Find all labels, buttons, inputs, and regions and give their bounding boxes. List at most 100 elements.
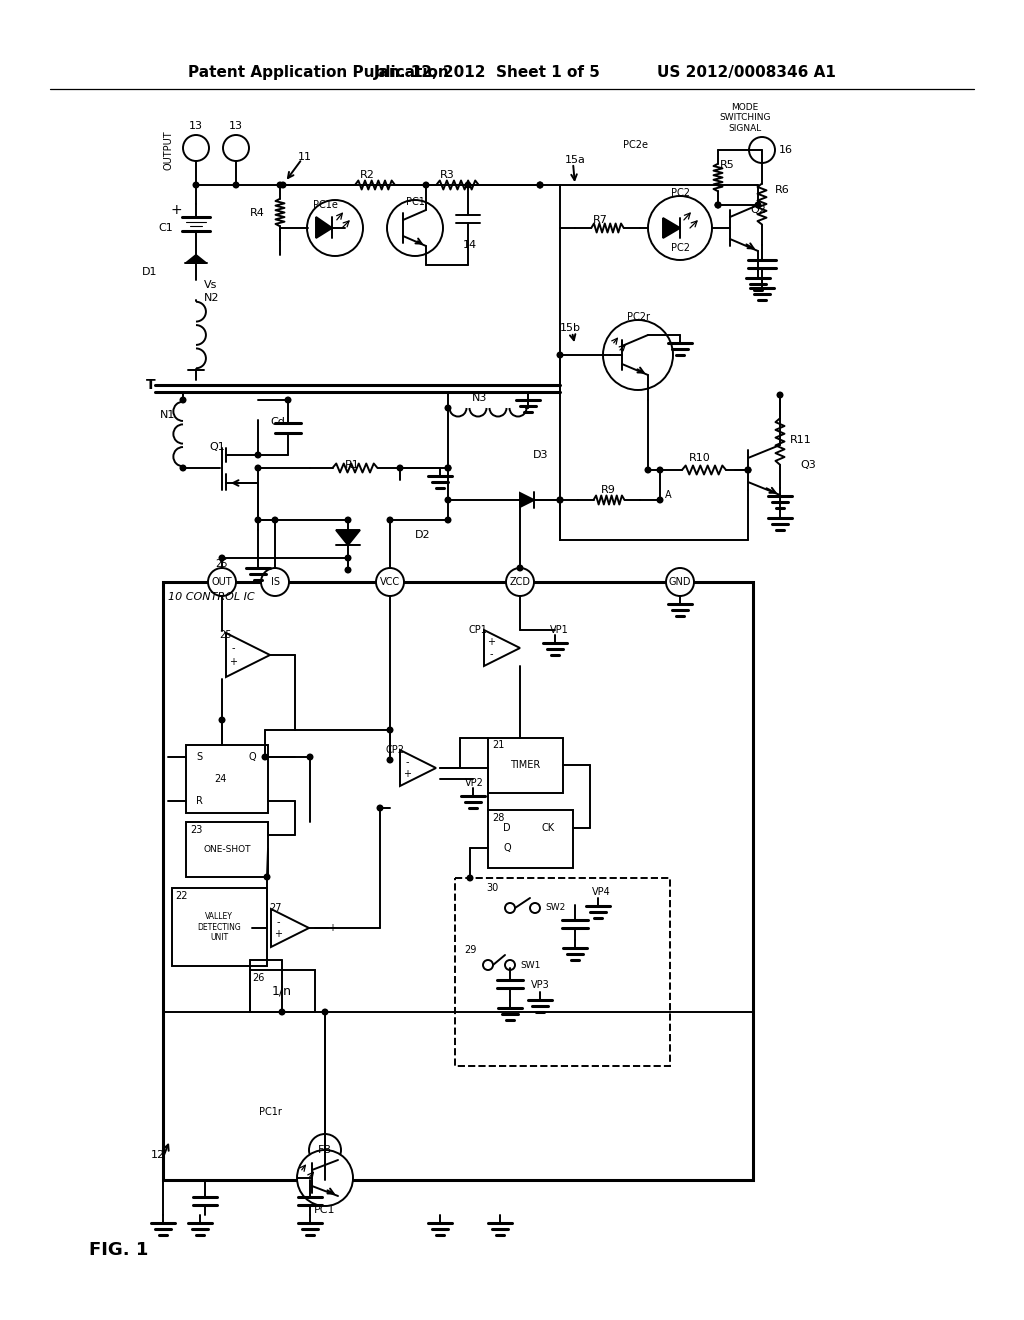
Text: C1: C1 — [159, 223, 173, 234]
Polygon shape — [663, 218, 680, 238]
Text: VP4: VP4 — [592, 887, 610, 898]
Bar — [455, 878, 670, 1067]
Text: 25: 25 — [216, 558, 228, 569]
Text: CK: CK — [542, 822, 555, 833]
Text: Q: Q — [503, 843, 511, 853]
Text: D3: D3 — [534, 450, 549, 459]
Text: VCC: VCC — [380, 577, 400, 587]
Text: PC1r: PC1r — [259, 1107, 282, 1117]
Bar — [186, 822, 268, 876]
Text: PC1: PC1 — [314, 1205, 336, 1214]
Circle shape — [505, 960, 515, 970]
Bar — [163, 582, 753, 1180]
Text: Q3: Q3 — [800, 459, 816, 470]
Text: T: T — [145, 378, 155, 392]
Circle shape — [656, 466, 664, 474]
Bar — [250, 970, 315, 1012]
Circle shape — [537, 181, 544, 189]
Circle shape — [322, 1008, 329, 1015]
Circle shape — [280, 181, 287, 189]
Text: 15a: 15a — [565, 154, 586, 165]
Circle shape — [516, 565, 523, 572]
Circle shape — [444, 516, 452, 524]
Text: 14: 14 — [463, 240, 477, 249]
Text: VP2: VP2 — [465, 777, 484, 788]
Text: N3: N3 — [472, 393, 487, 403]
Polygon shape — [316, 216, 332, 238]
Circle shape — [744, 466, 752, 474]
Text: R6: R6 — [775, 185, 790, 195]
Text: 11: 11 — [298, 152, 312, 162]
Circle shape — [505, 903, 515, 913]
Text: +: + — [487, 638, 495, 647]
Circle shape — [749, 137, 775, 162]
Polygon shape — [186, 255, 206, 263]
Circle shape — [644, 466, 651, 474]
Circle shape — [344, 566, 351, 573]
Text: FIG. 1: FIG. 1 — [89, 1241, 148, 1259]
Circle shape — [744, 466, 752, 474]
Circle shape — [255, 516, 261, 524]
Text: S: S — [196, 752, 202, 762]
Circle shape — [656, 496, 664, 503]
Bar — [172, 888, 267, 966]
Polygon shape — [271, 909, 309, 946]
Polygon shape — [226, 634, 270, 677]
Circle shape — [208, 568, 236, 597]
Text: +: + — [229, 657, 237, 668]
Text: -: - — [231, 643, 234, 652]
Text: +: + — [274, 929, 282, 940]
Circle shape — [467, 874, 473, 882]
Circle shape — [423, 181, 429, 189]
Text: R7: R7 — [593, 215, 607, 224]
Text: PC2r: PC2r — [627, 312, 649, 322]
Text: Q1: Q1 — [209, 442, 225, 451]
Circle shape — [271, 516, 279, 524]
Text: PC1: PC1 — [406, 197, 424, 207]
Text: 12: 12 — [151, 1150, 165, 1160]
Text: R2: R2 — [359, 170, 375, 180]
Text: +: + — [403, 770, 411, 779]
Text: 16: 16 — [779, 145, 793, 154]
Polygon shape — [520, 492, 534, 507]
Text: VALLEY
DETECTING
UNIT: VALLEY DETECTING UNIT — [198, 912, 241, 942]
Circle shape — [276, 181, 284, 189]
Circle shape — [179, 396, 186, 404]
Circle shape — [537, 181, 544, 189]
Polygon shape — [400, 750, 436, 785]
Text: A: A — [665, 490, 672, 500]
Text: 15b: 15b — [560, 323, 581, 333]
Text: ONE-SHOT: ONE-SHOT — [203, 845, 251, 854]
Text: -: - — [276, 916, 280, 927]
Text: VP3: VP3 — [530, 979, 549, 990]
Bar — [186, 744, 268, 813]
Text: OUT: OUT — [212, 577, 232, 587]
Circle shape — [715, 202, 722, 209]
Text: Q: Q — [249, 752, 256, 762]
Text: PC1e: PC1e — [312, 201, 338, 210]
Text: 25: 25 — [219, 630, 231, 640]
Circle shape — [483, 960, 493, 970]
Circle shape — [232, 181, 240, 189]
Text: SW1: SW1 — [520, 961, 541, 969]
Text: 24: 24 — [214, 774, 226, 784]
Circle shape — [666, 568, 694, 597]
Text: R5: R5 — [720, 160, 735, 170]
Text: Cd: Cd — [270, 417, 286, 426]
Circle shape — [386, 726, 393, 734]
Circle shape — [306, 754, 313, 760]
Circle shape — [218, 554, 225, 561]
Circle shape — [223, 135, 249, 161]
Circle shape — [715, 202, 722, 209]
Text: PC2: PC2 — [671, 187, 689, 198]
Text: 13: 13 — [189, 121, 203, 131]
Circle shape — [307, 201, 362, 256]
Bar — [488, 738, 563, 793]
Text: SW2: SW2 — [545, 903, 565, 912]
Circle shape — [386, 756, 393, 763]
Circle shape — [183, 135, 209, 161]
Text: Q2: Q2 — [750, 205, 766, 215]
Circle shape — [263, 874, 270, 880]
Circle shape — [218, 717, 225, 723]
Circle shape — [776, 392, 783, 399]
